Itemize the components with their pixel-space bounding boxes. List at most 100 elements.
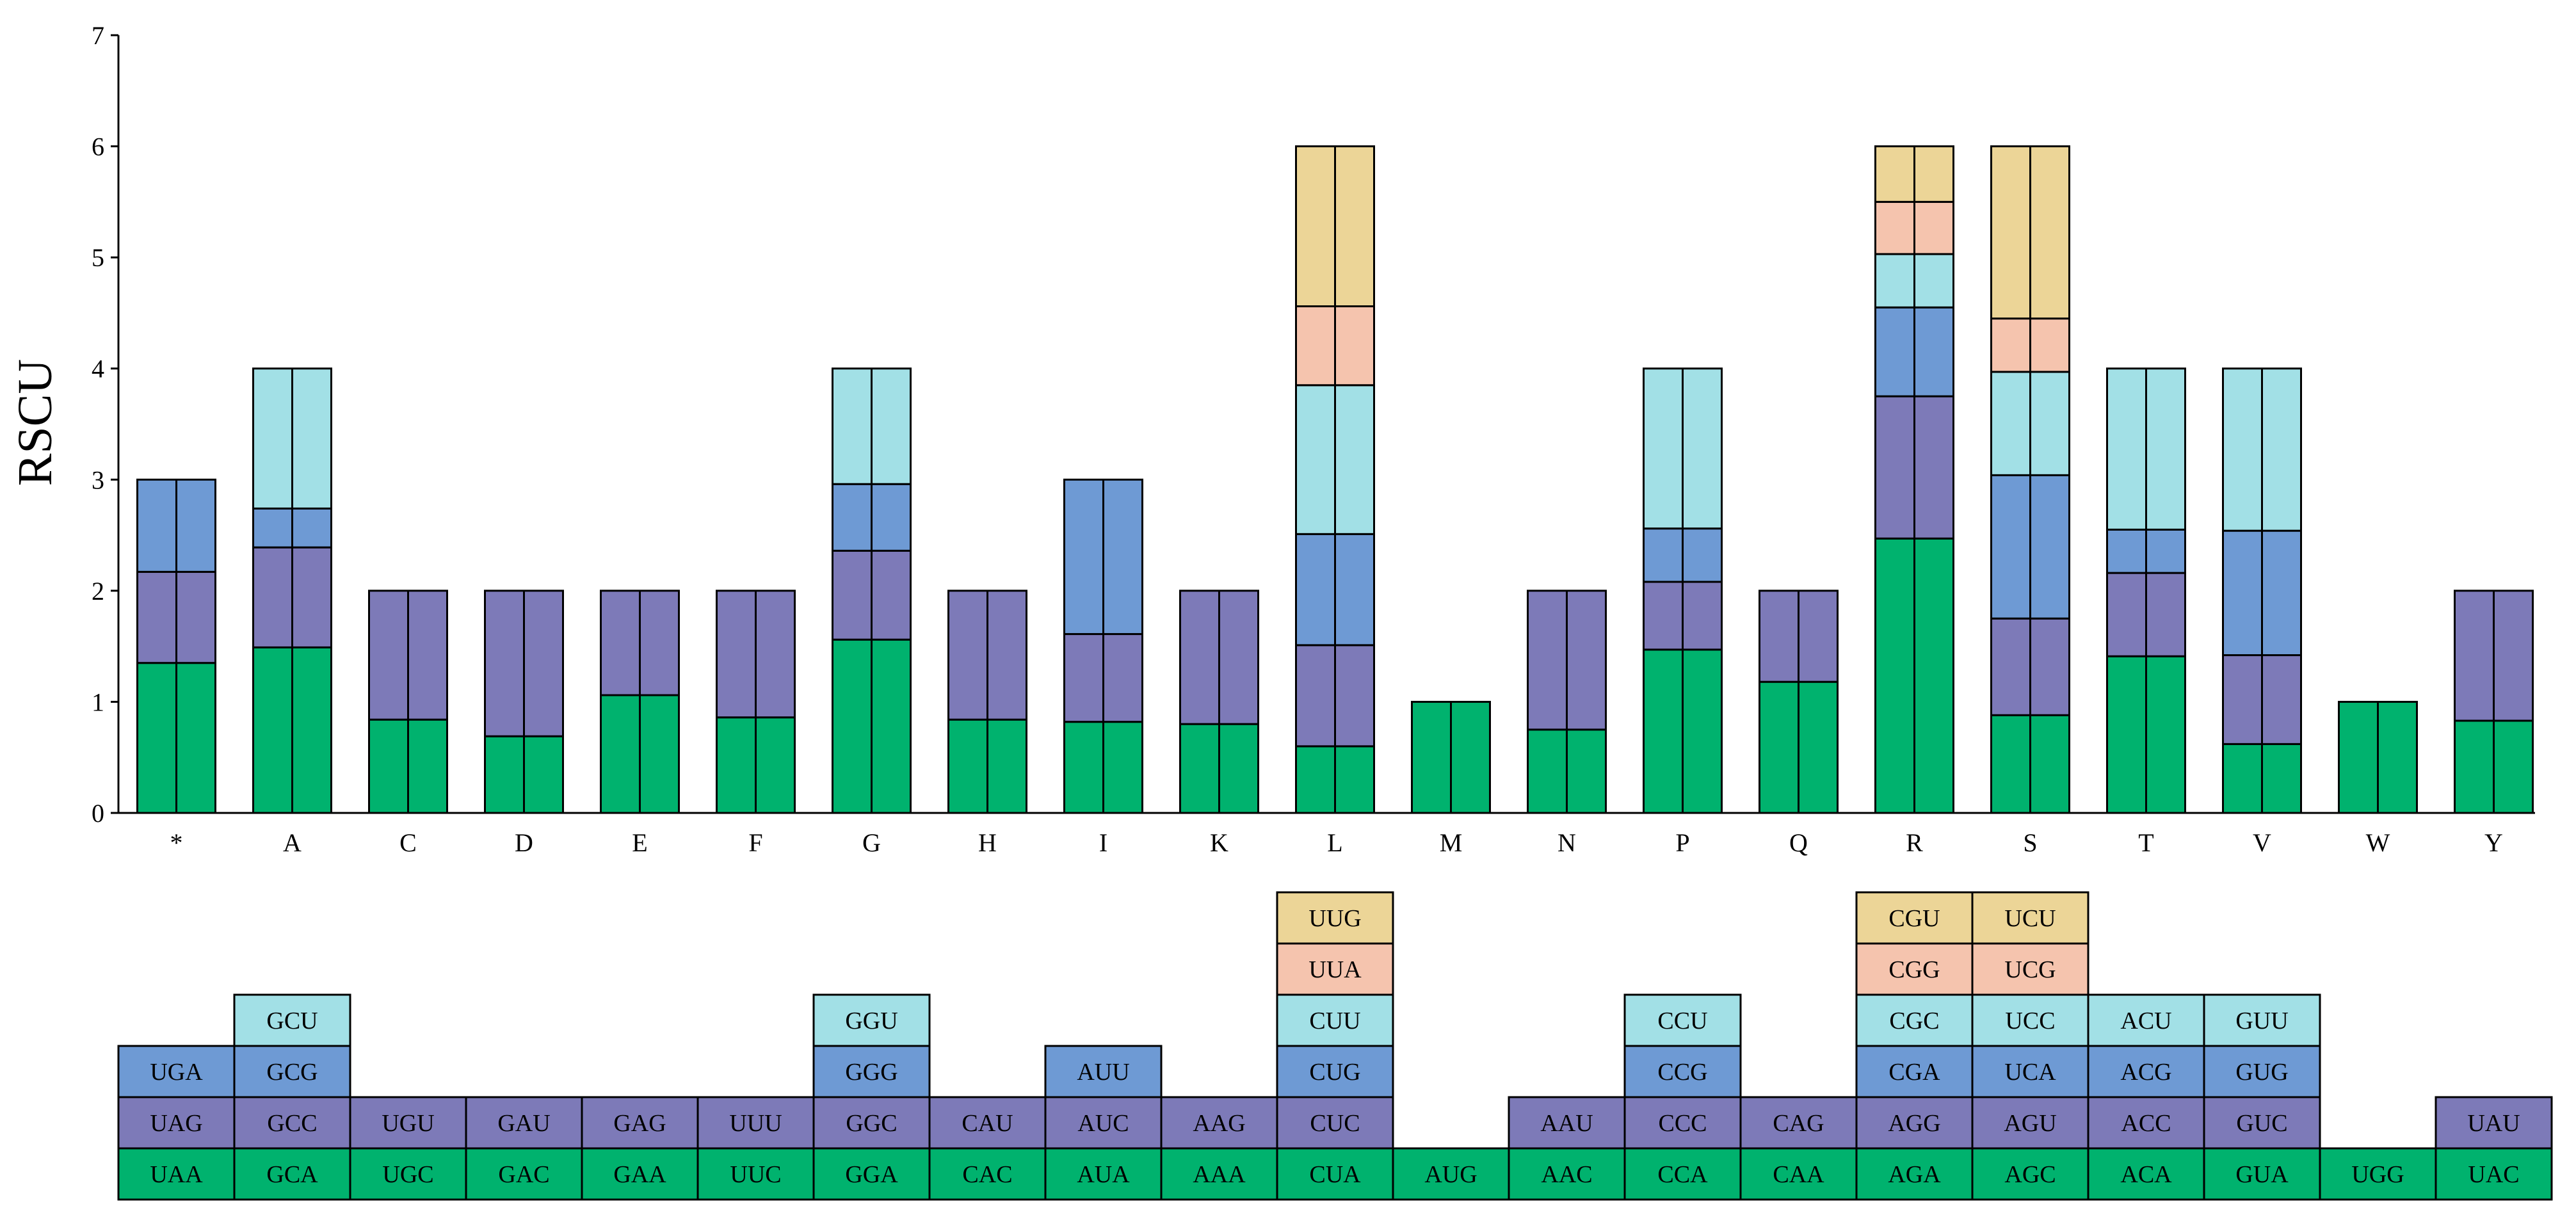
bar-stack-6	[716, 590, 796, 814]
codon-cell-ugu	[349, 1096, 467, 1150]
x-tick-label: S	[2023, 828, 2037, 857]
codon-cell-gca	[233, 1147, 351, 1201]
codon-cell-cua	[1276, 1147, 1394, 1201]
x-axis: * A C D E F G H I K L M N P Q R S T V W Y	[118, 812, 2535, 857]
y-tick-label: 3	[92, 465, 104, 494]
codon-label: GAG	[613, 1110, 666, 1137]
codon-cell-cag	[1739, 1096, 1858, 1150]
x-tick-label: I	[1099, 828, 1107, 857]
codon-label: AAC	[1541, 1161, 1592, 1188]
bar-stack-21	[2454, 590, 2534, 814]
codon-cell-uau	[2435, 1096, 2553, 1150]
codon-label: UAG	[150, 1110, 202, 1137]
codon-label: GGU	[845, 1008, 898, 1034]
bar-stack-11	[1295, 145, 1375, 814]
codon-cell-cgu	[1855, 891, 1974, 945]
codon-column-16: AGA AGG CGA CGC CGG CGU	[1855, 891, 1974, 1201]
codon-column-7: GGA GGC GGG GGU	[812, 993, 931, 1201]
codon-cell-ggg	[812, 1045, 931, 1098]
codon-cell-caa	[1739, 1147, 1858, 1201]
x-tick-label: V	[2253, 828, 2271, 857]
codon-cell-ggc	[812, 1096, 931, 1150]
y-tick-label: 6	[92, 133, 104, 161]
codon-cell-cca	[1623, 1147, 1742, 1201]
x-tick-label: L	[1327, 828, 1342, 857]
codon-column-10: AAA AAG	[1160, 1096, 1278, 1201]
codon-cell-uua	[1276, 942, 1394, 996]
codon-label: UGA	[150, 1059, 203, 1086]
codon-column-17: AGC AGU UCA UCC UCG UCU	[1971, 891, 2089, 1201]
codon-cell-uac	[2435, 1147, 2553, 1201]
codon-cell-auu	[1044, 1045, 1163, 1098]
codon-label: CGG	[1888, 956, 1940, 983]
codon-cell-acg	[2087, 1045, 2205, 1098]
codon-label: GCG	[266, 1059, 318, 1086]
codon-label: GUG	[2235, 1059, 2288, 1086]
codon-label: AUA	[1077, 1161, 1130, 1188]
bar-stack-13	[1527, 590, 1607, 814]
codon-label: UGG	[2351, 1161, 2404, 1188]
x-tick-label: D	[515, 828, 533, 857]
codon-label: UGC	[382, 1161, 433, 1188]
bar-stack-18	[2106, 367, 2186, 814]
codon-label: UAA	[150, 1161, 203, 1188]
codon-label: AGG	[1888, 1110, 1940, 1137]
codon-label: GAA	[613, 1161, 666, 1188]
codon-label: ACG	[2120, 1059, 2171, 1086]
codon-label: CCU	[1657, 1008, 1707, 1034]
x-tick-label: Y	[2484, 828, 2503, 857]
codon-column-1: UAA UAG UGA	[117, 1045, 236, 1201]
x-tick-label: T	[2138, 828, 2153, 857]
codon-label: UCC	[2005, 1008, 2055, 1034]
codon-label: UUC	[730, 1161, 781, 1188]
codon-column-13: AAC AAU	[1508, 1096, 1626, 1201]
codon-label: UAU	[2467, 1110, 2520, 1137]
x-tick-label: P	[1675, 828, 1689, 857]
codon-label: GAC	[498, 1161, 549, 1188]
bars	[136, 145, 2534, 814]
x-tick-label: C	[399, 828, 417, 857]
codon-column-20: UGG	[2319, 1147, 2437, 1201]
codon-cell-guu	[2203, 993, 2321, 1047]
codon-cell-gau	[465, 1096, 583, 1150]
codon-label: CAA	[1773, 1161, 1824, 1188]
codon-cell-aag	[1160, 1096, 1278, 1150]
codon-column-4: GAC GAU	[465, 1096, 583, 1201]
codon-cell-aca	[2087, 1147, 2205, 1201]
bar-stack-15	[1759, 590, 1839, 814]
codon-column-15: CAA CAG	[1739, 1096, 1858, 1201]
codon-label: GCU	[266, 1008, 318, 1034]
x-tick-label: H	[978, 828, 997, 857]
y-tick-label: 5	[92, 243, 104, 272]
codon-label: CUG	[1309, 1059, 1360, 1086]
codon-label: UCU	[2004, 905, 2056, 932]
codon-column-2: GCA GCC GCG GCU	[233, 993, 351, 1201]
codon-cell-aaa	[1160, 1147, 1278, 1201]
codon-label: AUU	[1077, 1059, 1129, 1086]
codon-cell-gaa	[581, 1147, 699, 1201]
codon-label: UCA	[2004, 1059, 2056, 1086]
bar-stack-19	[2222, 367, 2302, 814]
codon-label: GAU	[497, 1110, 550, 1137]
codon-cell-cgc	[1855, 993, 1974, 1047]
codon-cell-acu	[2087, 993, 2205, 1047]
codon-cell-ccg	[1623, 1045, 1742, 1098]
x-tick-label: K	[1210, 828, 1228, 857]
codon-label: CCG	[1657, 1059, 1707, 1086]
codon-cell-agg	[1855, 1096, 1974, 1150]
codon-cell-gag	[581, 1096, 699, 1150]
y-tick-label: 4	[92, 355, 104, 383]
y-axis: 0 1 2 3 4 5 6 7	[92, 21, 120, 828]
codon-label: UUG	[1308, 905, 1361, 932]
bar-stack-3	[368, 590, 448, 814]
bar-stack-1	[136, 478, 216, 814]
bar-stack-14	[1643, 367, 1723, 814]
codon-column-3: UGC UGU	[349, 1096, 467, 1201]
codon-cell-cga	[1855, 1045, 1974, 1098]
codon-label: UAC	[2468, 1161, 2519, 1188]
y-tick-label: 7	[92, 21, 104, 50]
y-tick-label: 0	[92, 799, 104, 828]
codon-column-12: AUG	[1392, 1147, 1510, 1201]
codon-column-11: CUA CUC CUG CUU UUA UUG	[1276, 891, 1394, 1201]
